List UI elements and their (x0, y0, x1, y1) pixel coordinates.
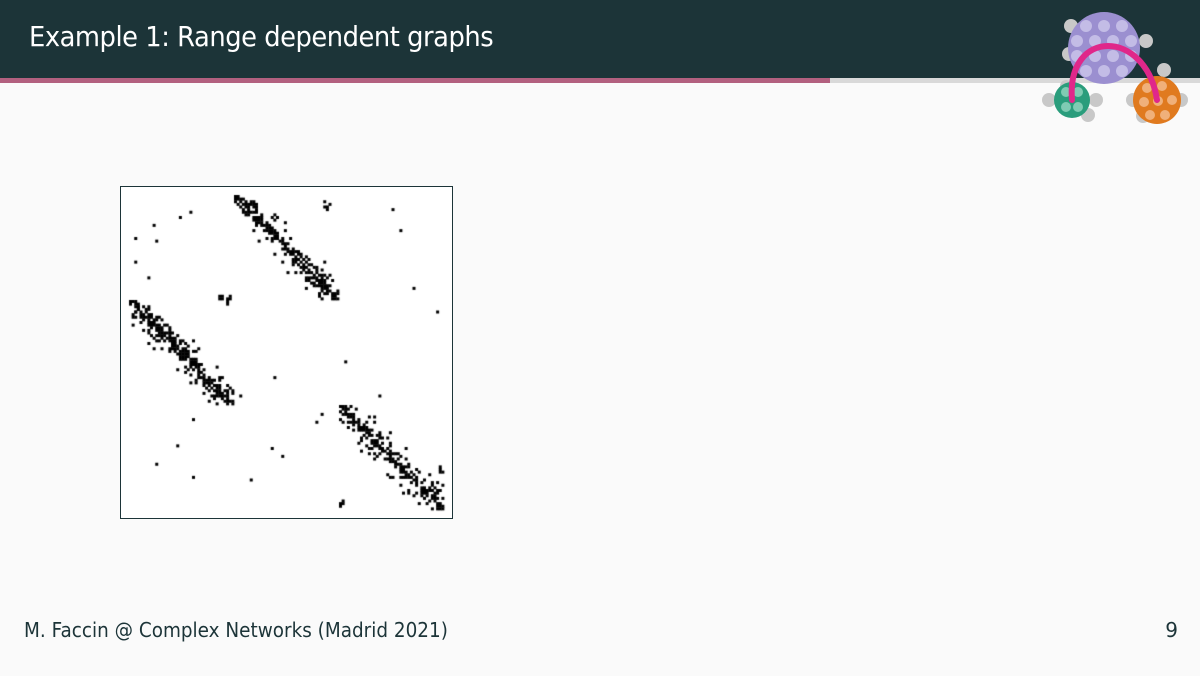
network-communities-logo (1036, 8, 1194, 126)
adjacency-matrix (120, 186, 453, 519)
progress-track (0, 78, 1200, 83)
adjacency-matrix-plot (121, 187, 452, 518)
footer-author: M. Faccin @ Complex Networks (Madrid 202… (24, 618, 448, 642)
page-number: 9 (1165, 618, 1178, 642)
title-bar: Example 1: Range dependent graphs (0, 0, 1200, 78)
progress-fill (0, 78, 831, 83)
slide-title: Example 1: Range dependent graphs (29, 20, 494, 53)
